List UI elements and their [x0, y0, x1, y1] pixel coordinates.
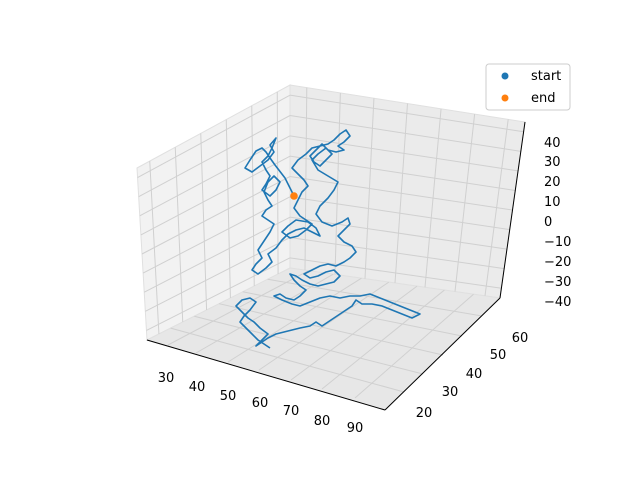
x-tick-label: 60 [252, 396, 269, 411]
left-pane-grid-horizontal [146, 257, 291, 331]
back-pane-grid-horizontal [289, 94, 524, 133]
x-tick-label: 80 [314, 414, 331, 429]
floor-grid-y [194, 315, 424, 375]
legend-end-marker [501, 94, 509, 102]
z-tick-label: −10 [544, 235, 571, 250]
x-tick-label: 40 [189, 380, 206, 395]
z-tick-label: −20 [544, 255, 571, 270]
trajectory-layer [235, 129, 421, 349]
z-tick-label: 40 [544, 136, 561, 151]
y-tick-label: 60 [512, 331, 529, 346]
z-tick-label: 30 [544, 155, 561, 170]
x-axis-line [146, 339, 386, 411]
floor-grid-x [195, 273, 334, 354]
x-tick-label: 90 [347, 421, 364, 436]
z-tick-label: 20 [544, 175, 561, 190]
back-pane-grid-horizontal [289, 237, 505, 270]
back-pane-grid-horizontal [289, 257, 502, 289]
left-pane-grid-horizontal [139, 135, 291, 217]
floor-grid-y [267, 278, 483, 317]
y-tick-label: 40 [466, 367, 483, 382]
z-tick-label: −30 [544, 275, 571, 290]
y-tick-label: 20 [416, 406, 433, 421]
markers [290, 192, 298, 200]
y-tick-label: 50 [490, 348, 507, 363]
trajectory-line [235, 129, 421, 349]
tick-labels: 30 40 50 60 70 80 90 20 30 40 50 60 40 30 20 10 0 −10 −20 −… [158, 136, 572, 436]
left-pane-grid-horizontal [137, 94, 291, 178]
z-tick-label: 0 [544, 215, 552, 230]
y-axis-line [384, 297, 501, 411]
x-tick-label: 50 [220, 389, 237, 404]
z-axis-line [499, 121, 526, 299]
left-pane-grid-horizontal [143, 216, 291, 293]
legend: start end [485, 63, 571, 111]
x-tick-label: 30 [158, 371, 175, 386]
back-pane-grid-horizontal [289, 115, 521, 152]
axis-panes [136, 84, 526, 411]
z-tick-label: −40 [544, 295, 571, 310]
back-pane [289, 84, 526, 299]
left-pane-grid-horizontal [145, 237, 291, 312]
floor-grid-y [170, 327, 405, 393]
axis-lines [146, 121, 526, 411]
floor-grid-x [227, 277, 362, 363]
floor-grid-y [219, 303, 444, 356]
y-tick-label: 30 [442, 385, 459, 400]
back-pane-grid-horizontal [289, 176, 513, 211]
floor-grid-x [290, 285, 418, 381]
x-tick-label: 70 [283, 404, 300, 419]
end-point-marker [290, 192, 298, 200]
back-pane-grid-horizontal [289, 155, 516, 191]
back-pane-grid-horizontal [289, 216, 508, 250]
back-pane-grid-horizontal [289, 196, 510, 231]
legend-start-label: start [531, 69, 561, 84]
z-tick-label: 10 [544, 195, 561, 210]
legend-start-marker [501, 72, 509, 80]
legend-end-label: end [531, 91, 556, 106]
left-pane-grid-horizontal [138, 115, 291, 198]
back-pane-grid-horizontal [289, 135, 519, 172]
